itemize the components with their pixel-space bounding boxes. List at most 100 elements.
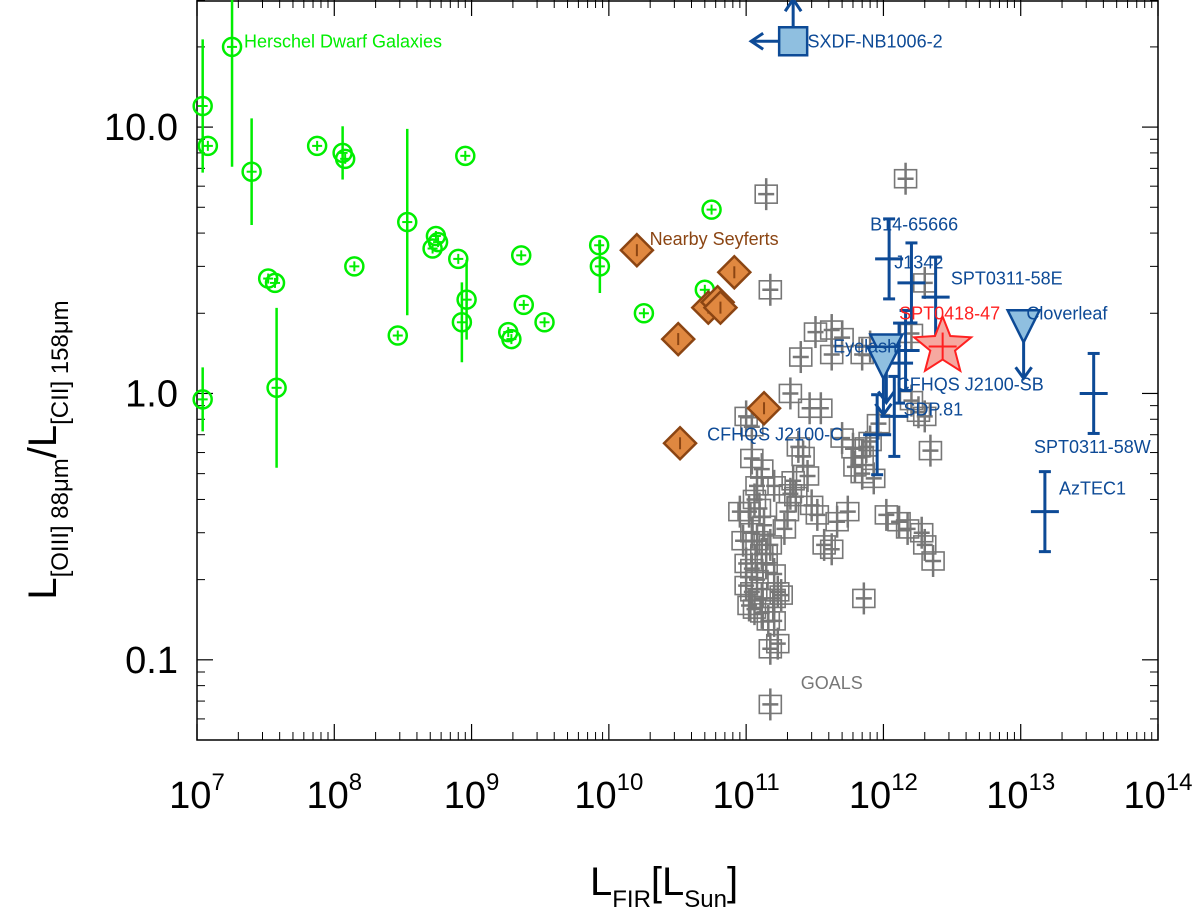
x-tick-label: 107 [169,769,225,817]
x-tick-label: 108 [306,769,362,817]
dwarf-circle [241,161,262,182]
annotation-label: SXDF-NB1006-2 [808,31,943,51]
annotation-label: CFHQS J2100-SB [897,375,1044,395]
goals-point [805,498,830,531]
goals-point [762,469,786,502]
annotation-label: Herschel Dwarf Galaxies [244,31,442,51]
annotations: Herschel Dwarf Galaxies Nearby Seyferts GO… [244,31,1151,693]
dwarf-circle [451,312,473,333]
dwarf-circle [510,245,532,266]
dwarf-point [589,239,611,294]
goals-point [812,528,836,561]
dwarf-point [221,0,243,167]
highz-point [1079,351,1108,435]
goals-point [762,582,786,615]
goals-point [758,273,783,306]
y-tick-label: 1.0 [125,373,178,415]
dwarf-point [427,231,449,253]
upper-limit-arrow [877,390,896,406]
goals-point [835,495,860,528]
annotation-label: SPT0311-58E [951,269,1063,289]
goals-point [754,178,779,211]
dwarf-circle [334,148,356,170]
goals-point [921,544,945,577]
upper-limit-point [1005,309,1042,381]
goals-point [861,462,886,495]
goals-point [912,400,937,433]
lower-limit-square [777,26,809,57]
dwarf-circle [192,389,213,410]
annotation-label: Nearby Seyferts [650,229,779,249]
dwarf-point [197,135,219,157]
dwarf-point [455,145,476,167]
y-tick-label: 10.0 [104,107,178,149]
upper-limit-triangle [1005,309,1042,346]
dwarf-point [633,303,655,324]
goals-point [731,524,755,557]
dwarf-circle [344,256,365,277]
annotation-label: Cloverleaf [1026,303,1108,323]
tick-labels: 107 108 109 1010 1011 1012 1013 1014 0.1 1.0 10.0 [104,107,1192,817]
goals-point [795,459,820,492]
annotation-label: GOALS [801,673,863,693]
goals-point [758,688,783,721]
seyfert-point [619,232,655,268]
goals-point [765,627,790,660]
spt-star-point [911,313,974,374]
dwarf-point [344,256,365,277]
upper-limit-arrow [874,402,893,418]
dwarf-circle [589,256,611,277]
x-tick-label: 1011 [713,769,780,817]
goals-point [895,512,920,545]
lower-limit-arrow-up [783,0,803,13]
seyfert-point [716,254,753,291]
goals-point [788,341,813,374]
dwarf-circle [266,377,287,399]
goals-point [819,533,844,566]
dwarf-circle [397,211,418,233]
dwarf-circle [422,238,443,259]
dwarf-circle [456,289,477,310]
dwarf-circle [633,303,655,324]
dwarf-point [306,135,328,157]
seyfert-point [746,390,782,427]
dwarf-point [510,245,532,266]
goals-point [918,434,943,467]
seyfert-point [662,425,698,462]
dwarf-point [451,282,473,363]
dwarf-circle [264,272,286,294]
annotation-label: AzTEC1 [1059,478,1126,498]
highz-point [875,217,904,301]
dwarf-circle [534,312,555,333]
goals-point [809,392,833,425]
goals-point [850,440,874,473]
goals-point [781,464,805,497]
goals-point [852,582,876,615]
dwarf-point [192,39,213,173]
goals-point [765,575,790,608]
dwarf-point [266,307,287,468]
dwarf-circle [306,135,328,157]
dwarf-point [264,272,286,294]
goals-point [874,498,899,531]
dwarf-point [448,248,469,270]
upper-limit-point [865,345,902,418]
goals-point [749,453,774,486]
dwarf-circle [448,248,469,270]
y-axis-title: L[OIII] 88μm/L[CII] 158μm [21,300,74,599]
x-axis-title: LFIR[LSun] [590,860,738,913]
dwarf-circle [427,231,449,253]
highz-point [1030,470,1059,554]
goals-point [734,547,758,580]
plot-frame [196,0,1159,741]
seyfert-point [702,289,739,326]
goals-point [769,579,793,612]
dwarf-circle [501,328,522,350]
goals-point [758,632,783,665]
upper-limit-arrow [1014,366,1033,381]
goals-point [747,492,772,525]
annotation-label: Eyelash [833,337,897,357]
y-tick-label: 0.1 [125,640,178,682]
goals-point [887,505,911,538]
